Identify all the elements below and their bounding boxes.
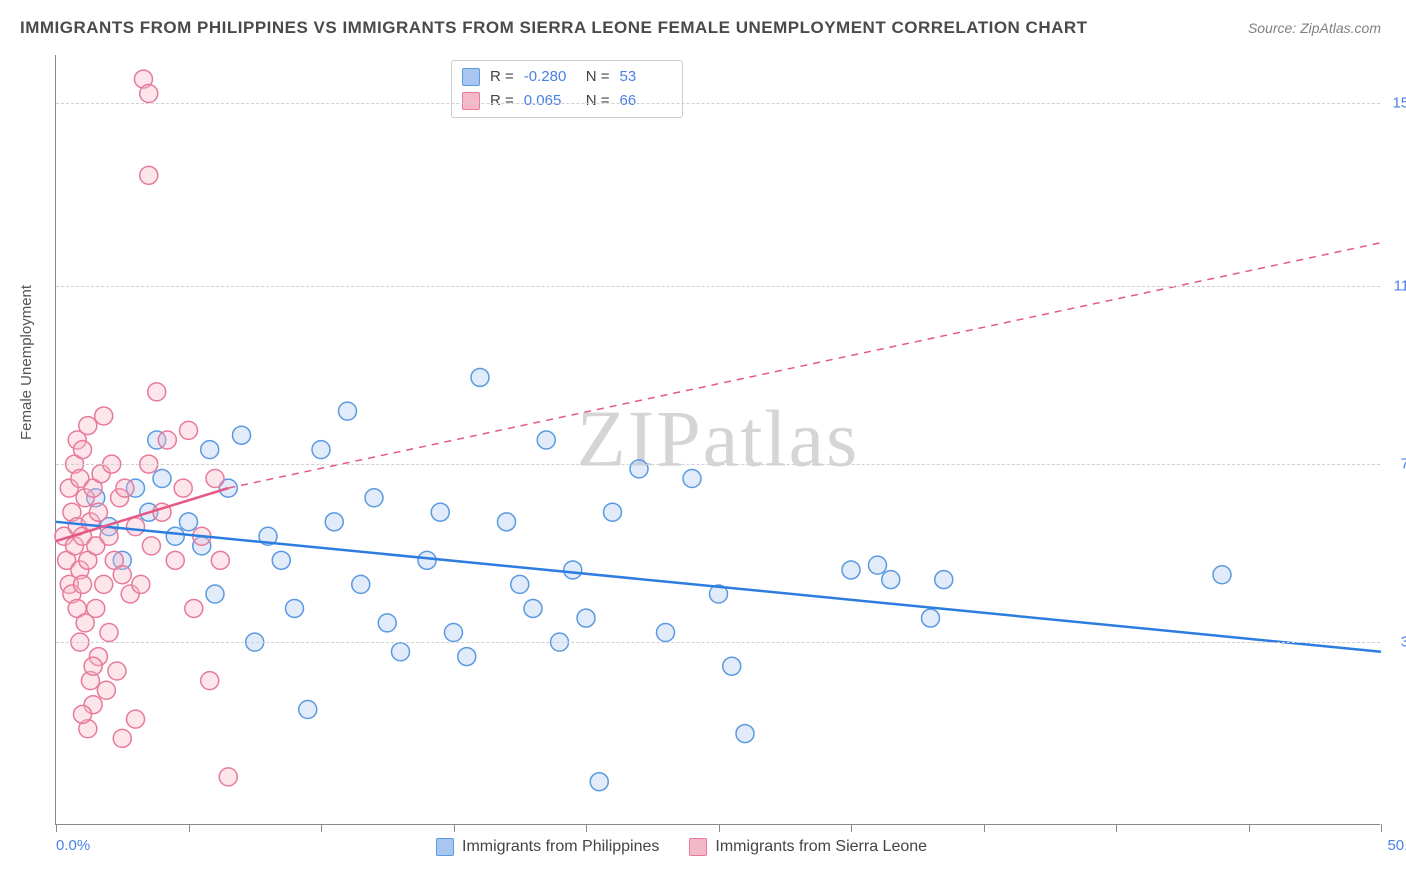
swatch-series1-bottom bbox=[436, 838, 454, 856]
series1-name: Immigrants from Philippines bbox=[462, 838, 659, 856]
x-tick bbox=[1249, 824, 1250, 832]
x-tick bbox=[984, 824, 985, 832]
x-tick bbox=[719, 824, 720, 832]
series-legend: Immigrants from Philippines Immigrants f… bbox=[436, 838, 927, 856]
x-tick bbox=[586, 824, 587, 832]
x-tick bbox=[321, 824, 322, 832]
gridline bbox=[56, 464, 1380, 465]
y-tick-label: 11.2% bbox=[1385, 278, 1406, 295]
x-tick bbox=[1116, 824, 1117, 832]
y-tick-label: 7.5% bbox=[1385, 456, 1406, 473]
x-axis-max-label: 50.0% bbox=[1387, 837, 1406, 854]
swatch-series2-bottom bbox=[689, 838, 707, 856]
gridline bbox=[56, 286, 1380, 287]
x-tick bbox=[56, 824, 57, 832]
gridline bbox=[56, 103, 1380, 104]
source-label: Source: ZipAtlas.com bbox=[1248, 20, 1381, 36]
y-axis-label: Female Unemployment bbox=[18, 285, 35, 440]
y-tick-label: 3.8% bbox=[1385, 634, 1406, 651]
legend-item-series2: Immigrants from Sierra Leone bbox=[689, 838, 927, 856]
y-tick-label: 15.0% bbox=[1385, 95, 1406, 112]
scatter-svg bbox=[56, 55, 1380, 824]
x-tick bbox=[851, 824, 852, 832]
x-tick bbox=[189, 824, 190, 832]
x-axis-min-label: 0.0% bbox=[56, 837, 90, 854]
x-tick bbox=[1381, 824, 1382, 832]
x-tick bbox=[454, 824, 455, 832]
legend-item-series1: Immigrants from Philippines bbox=[436, 838, 659, 856]
chart-title: IMMIGRANTS FROM PHILIPPINES VS IMMIGRANT… bbox=[20, 18, 1088, 38]
chart-plot-area: ZIPatlas R = -0.280 N = 53 R = 0.065 N =… bbox=[55, 55, 1380, 825]
gridline bbox=[56, 642, 1380, 643]
series2-name: Immigrants from Sierra Leone bbox=[715, 838, 927, 856]
